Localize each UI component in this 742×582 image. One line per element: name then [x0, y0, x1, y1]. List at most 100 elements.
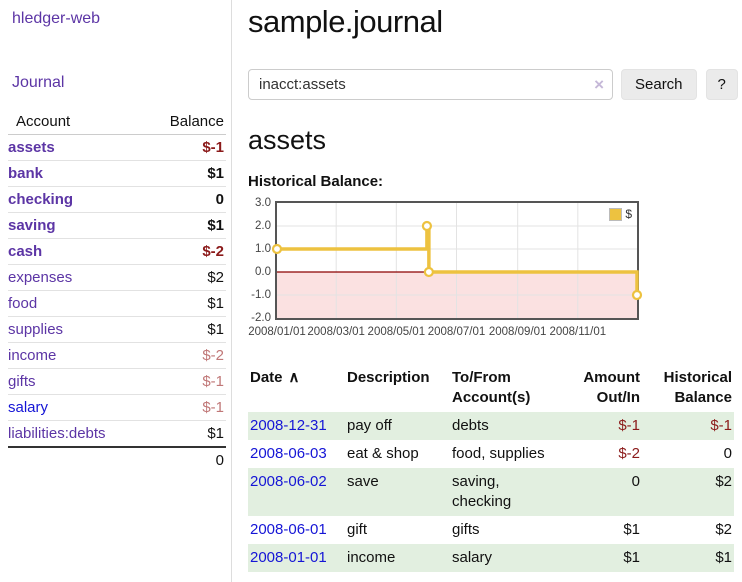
register-balance: $2	[715, 521, 732, 538]
register-row: 2008-06-01 gift gifts $1 $2	[248, 516, 734, 544]
chart-x-tick: 2008/05/01	[367, 326, 426, 338]
register-balance: 0	[723, 445, 732, 462]
register-description: pay off	[347, 417, 392, 434]
search-input[interactable]	[248, 69, 613, 100]
register-balance: $1	[715, 549, 732, 566]
account-balance: $1	[139, 212, 226, 239]
register-date-link[interactable]: 2008-12-31	[250, 417, 327, 434]
historical-balance-chart: $ 3.0 2.0 1.0 0.0 -1.0 -2.0 2008/01/01 2008/03/…	[248, 197, 734, 343]
register-date-link[interactable]: 2008-01-01	[250, 549, 327, 566]
account-link-salary[interactable]: salary	[8, 399, 49, 416]
account-row: food $1	[8, 290, 226, 317]
register-description: save	[347, 473, 379, 490]
account-row: supplies $1	[8, 316, 226, 343]
register-accounts: salary	[452, 549, 493, 566]
account-link-income[interactable]: income	[8, 347, 57, 364]
register-description: eat & shop	[347, 445, 419, 462]
chart-y-tick: 3.0	[255, 197, 271, 209]
search-button[interactable]: Search	[621, 69, 697, 100]
register-col-to-from-account-s-: To/From Account(s)	[452, 369, 531, 406]
page-title: sample.journal	[248, 4, 443, 39]
account-link-cash[interactable]: cash	[8, 243, 43, 260]
legend-swatch-icon	[609, 207, 623, 221]
register-table: Date ∧ Description To/From Account(s) Amount…	[248, 364, 734, 572]
chart-x-tick: 2008/09/01	[488, 326, 547, 338]
account-balance: $-2	[139, 342, 226, 369]
register-date-link[interactable]: 2008-06-03	[250, 445, 327, 462]
account-link-supplies[interactable]: supplies	[8, 321, 64, 338]
account-balance: $-1	[139, 394, 226, 421]
register-accounts: saving, checking	[452, 473, 512, 510]
account-balance: $1	[139, 420, 226, 448]
search-bar: × Search ?	[248, 69, 738, 100]
chart-y-tick: 0.0	[255, 266, 271, 278]
register-amount: $-2	[618, 445, 640, 462]
account-row: checking 0	[8, 186, 226, 213]
account-row: bank $1	[8, 160, 226, 187]
account-row: cash $-2	[8, 238, 226, 265]
register-amount: 0	[631, 473, 640, 490]
chart-y-tick: 1.0	[255, 243, 271, 255]
register-col-date[interactable]: Date ∧	[250, 369, 300, 386]
account-link-bank[interactable]: bank	[8, 165, 44, 182]
chart-legend: $	[609, 207, 632, 221]
app-brand-link[interactable]: hledger-web	[12, 10, 101, 27]
accounts-total-row: 0	[8, 446, 226, 473]
register-balance: $2	[715, 473, 732, 490]
register-description: gift	[347, 521, 368, 538]
accounts-total-value: 0	[139, 446, 226, 473]
account-balance: $1	[139, 290, 226, 317]
register-col-historical-balance: Historical Balance	[663, 369, 732, 406]
register-row: 2008-12-31 pay off debts $-1 $-1	[248, 412, 734, 440]
account-heading: assets	[248, 125, 327, 155]
account-link-expenses[interactable]: expenses	[8, 269, 73, 286]
register-date-link[interactable]: 2008-06-02	[250, 473, 327, 490]
sidebar: hledger-web Journal Account Balance asse…	[0, 0, 232, 582]
sort-asc-icon[interactable]: ∧	[288, 369, 300, 386]
legend-label: $	[625, 207, 632, 221]
register-col-amount-out-in: Amount Out/In	[583, 369, 640, 406]
account-link-gifts[interactable]: gifts	[8, 373, 36, 390]
account-balance: $2	[139, 264, 226, 291]
account-balance: $1	[139, 160, 226, 187]
register-date-link[interactable]: 2008-06-01	[250, 521, 327, 538]
register-col-description: Description	[347, 369, 430, 386]
account-link-assets[interactable]: assets	[8, 139, 55, 156]
account-balance: $-1	[139, 134, 226, 161]
account-link-food[interactable]: food	[8, 295, 38, 312]
register-accounts: food, supplies	[452, 445, 545, 462]
chart-x-tick: 2008/07/01	[427, 326, 486, 338]
account-link-saving[interactable]: saving	[8, 217, 56, 234]
chart-plot-area: $	[271, 201, 643, 320]
chart-y-tick: -2.0	[251, 312, 271, 324]
account-row: salary $-1	[8, 394, 226, 421]
help-button[interactable]: ?	[705, 69, 738, 100]
account-row: liabilities:debts $1	[8, 420, 226, 448]
account-balance: $-2	[139, 238, 226, 265]
account-link-checking[interactable]: checking	[8, 191, 74, 208]
chart-y-tick: 2.0	[255, 220, 271, 232]
account-row: gifts $-1	[8, 368, 226, 395]
accounts-col-balance: Balance	[139, 109, 226, 135]
sidebar-item-journal[interactable]: Journal	[12, 74, 65, 91]
chart-x-tick: 2008/11/01	[549, 326, 607, 338]
register-description: income	[347, 549, 396, 566]
register-row: 2008-06-03 eat & shop food, supplies $-2 0	[248, 440, 734, 468]
register-balance: $-1	[710, 417, 732, 434]
register-amount: $1	[623, 521, 640, 538]
register-amount: $-1	[618, 417, 640, 434]
account-balance: 0	[139, 186, 226, 213]
clear-search-icon[interactable]: ×	[594, 75, 604, 94]
account-link-liabilities-debts[interactable]: liabilities:debts	[8, 425, 106, 442]
register-row: 2008-01-01 income salary $1 $1	[248, 544, 734, 572]
account-row: saving $1	[8, 212, 226, 239]
accounts-col-account: Account	[8, 109, 140, 135]
accounts-table: Account Balance assets $-1 bank $1 checking 0…	[8, 109, 226, 473]
account-row: expenses $2	[8, 264, 226, 291]
account-row: income $-2	[8, 342, 226, 369]
register-accounts: gifts	[452, 521, 480, 538]
main-content: sample.journal × Search ? assets Histori…	[248, 0, 738, 572]
chart-x-tick: 2008/01/01	[248, 326, 306, 338]
register-amount: $1	[623, 549, 640, 566]
chart-y-tick: -1.0	[251, 289, 271, 301]
